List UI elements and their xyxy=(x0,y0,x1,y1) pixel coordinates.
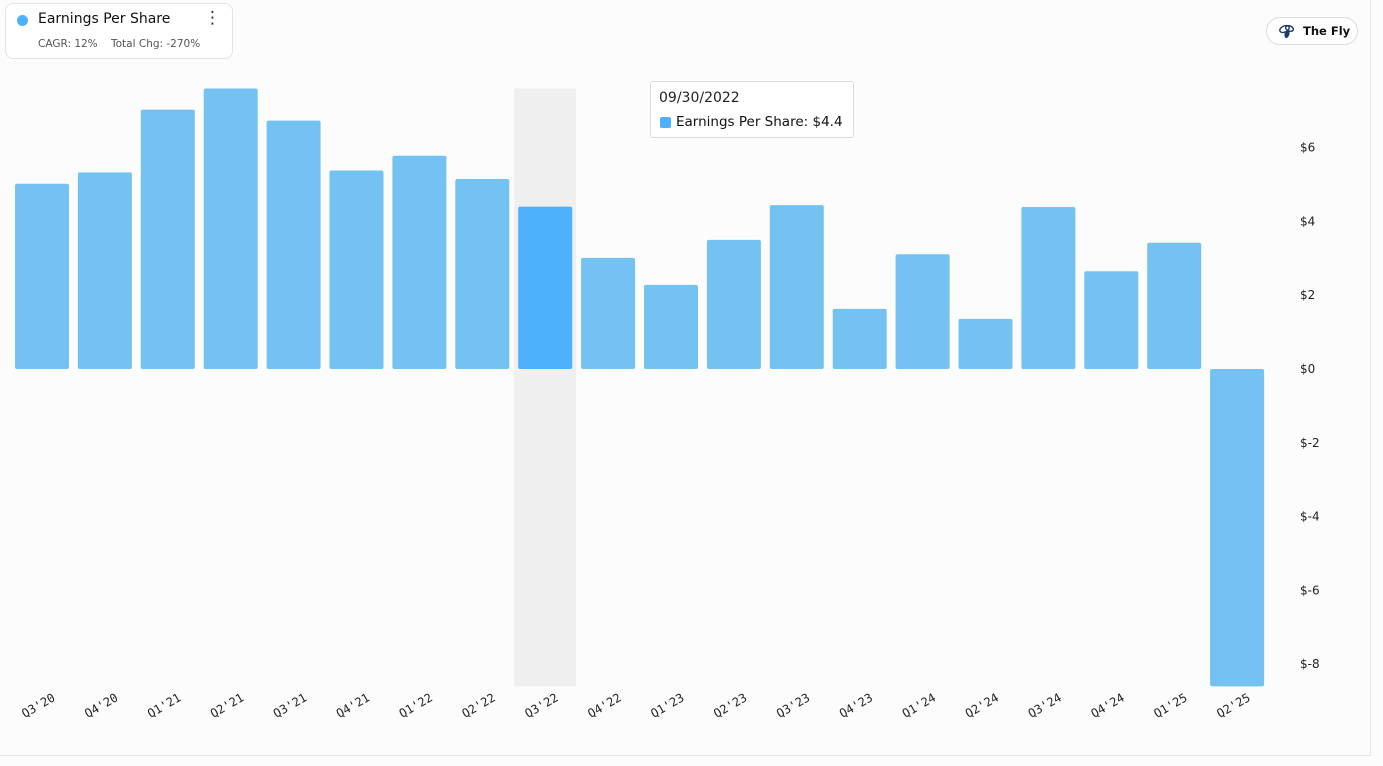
tooltip: 09/30/2022 Earnings Per Share: $4.4 xyxy=(650,81,854,138)
x-tick-label: Q1'23 xyxy=(648,690,686,720)
tooltip-value: $4.4 xyxy=(812,114,843,130)
x-tick-label: Q3'23 xyxy=(774,690,812,720)
total-change-stat: Total Chg: -270% xyxy=(111,38,201,50)
bar-Q2'24[interactable] xyxy=(958,318,1013,369)
x-tick-label: Q2'21 xyxy=(208,690,246,720)
legend-card: Earnings Per Share ⋮ CAGR: 12% Total Chg… xyxy=(5,3,233,59)
bar-Q3'21[interactable] xyxy=(266,120,321,370)
bar-Q1'24[interactable] xyxy=(895,254,950,369)
x-tick-label: Q4'23 xyxy=(837,690,875,720)
bar-Q4'21[interactable] xyxy=(329,170,384,369)
bar-Q2'22[interactable] xyxy=(455,178,510,369)
x-tick-label: Q2'24 xyxy=(963,690,1001,720)
series-stats: CAGR: 12% Total Chg: -270% xyxy=(38,38,210,50)
x-tick-label: Q3'24 xyxy=(1026,690,1064,720)
x-tick-label: Q1'25 xyxy=(1151,690,1189,720)
x-tick-label: Q2'23 xyxy=(711,690,749,720)
y-tick-label: $-2 xyxy=(1300,436,1320,450)
bar-Q3'20[interactable] xyxy=(15,183,69,369)
x-tick-label: Q2'25 xyxy=(1214,690,1252,720)
x-tick-label: Q2'22 xyxy=(460,690,498,720)
tooltip-swatch xyxy=(660,117,671,128)
x-tick-label: Q4'20 xyxy=(82,690,120,720)
bar-Q3'23[interactable] xyxy=(769,205,824,369)
y-tick-label: $-8 xyxy=(1300,657,1320,671)
bar-Q4'24[interactable] xyxy=(1084,271,1139,369)
x-tick-label: Q3'21 xyxy=(271,690,309,720)
tooltip-series: Earnings Per Share: $4.4 xyxy=(676,114,843,130)
y-tick-label: $-6 xyxy=(1300,583,1320,597)
x-tick-label: Q4'21 xyxy=(334,690,372,720)
tooltip-date: 09/30/2022 xyxy=(659,90,740,106)
series-title: Earnings Per Share xyxy=(38,11,171,27)
series-color-dot xyxy=(17,15,28,26)
bar-Q4'23[interactable] xyxy=(832,308,887,369)
hover-highlight-band xyxy=(514,88,577,687)
fly-logo-icon xyxy=(1279,24,1295,39)
bar-Q4'22[interactable] xyxy=(581,257,636,369)
bar-Q1'25[interactable] xyxy=(1147,242,1202,369)
brand-name: The Fly xyxy=(1303,24,1351,38)
chart-frame xyxy=(0,0,1371,756)
cagr-stat: CAGR: 12% xyxy=(38,38,98,50)
bar-Q1'21[interactable] xyxy=(140,109,195,369)
x-tick-label: Q3'20 xyxy=(19,690,57,720)
bar-Q1'22[interactable] xyxy=(392,155,447,369)
x-tick-label: Q1'21 xyxy=(145,690,183,720)
brand-badge[interactable]: The Fly xyxy=(1266,17,1358,45)
tooltip-series-label: Earnings Per Share: xyxy=(676,114,809,130)
x-tick-label: Q4'24 xyxy=(1089,690,1127,720)
y-tick-label: $0 xyxy=(1300,362,1315,376)
y-tick-label: $-4 xyxy=(1300,510,1320,524)
y-tick-label: $6 xyxy=(1300,141,1315,155)
bar-Q2'25[interactable] xyxy=(1210,369,1265,687)
more-vertical-icon[interactable]: ⋮ xyxy=(204,8,221,28)
x-tick-label: Q3'22 xyxy=(522,690,560,720)
y-tick-label: $2 xyxy=(1300,288,1315,302)
bar-Q3'22[interactable] xyxy=(518,206,573,369)
x-tick-label: Q4'22 xyxy=(585,690,623,720)
bar-Q4'20[interactable] xyxy=(77,172,132,369)
bar-Q2'21[interactable] xyxy=(203,88,258,369)
y-tick-label: $4 xyxy=(1300,214,1315,228)
bar-Q3'24[interactable] xyxy=(1021,207,1076,369)
bar-Q1'23[interactable] xyxy=(644,284,698,369)
bar-Q2'23[interactable] xyxy=(706,239,761,369)
x-tick-label: Q1'22 xyxy=(397,690,435,720)
x-tick-label: Q1'24 xyxy=(900,690,938,720)
